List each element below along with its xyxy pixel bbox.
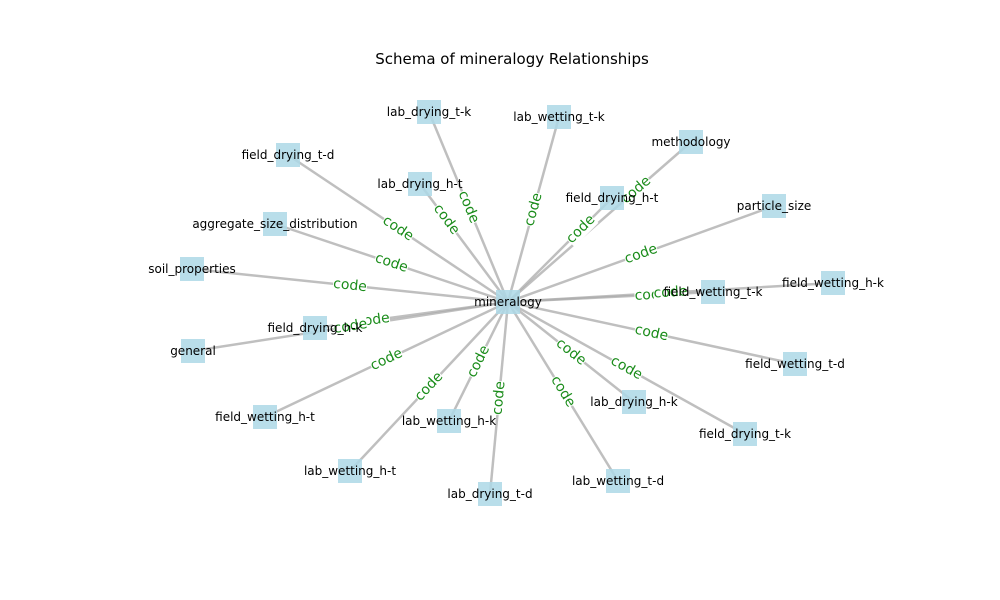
edge-label-background <box>547 372 579 411</box>
node-field_drying_t-k-marker <box>733 422 757 446</box>
node-aggregate_size_distribution-label: aggregate_size_distribution <box>192 217 357 231</box>
node-lab_drying_h-k-label: lab_drying_h-k <box>590 395 677 409</box>
node-general-marker <box>181 339 205 363</box>
edge-label-background <box>429 200 463 238</box>
node-lab_drying_h-t-marker <box>408 172 432 196</box>
edge-label: code <box>608 353 645 383</box>
edge-label: code <box>489 380 508 415</box>
node-lab_wetting_t-k-label: lab_wetting_t-k <box>513 110 605 124</box>
node-lab_wetting_t-d-label: lab_wetting_t-d <box>572 474 664 488</box>
edge-label-background <box>332 315 369 338</box>
edge-label-background <box>332 275 368 296</box>
edge-label: code <box>653 284 688 302</box>
edge-label-background <box>372 250 411 276</box>
node-lab_wetting_t-k-marker <box>547 105 571 129</box>
node-lab_drying_h-t-label: lab_drying_h-t <box>377 177 462 191</box>
node-center-marker <box>496 290 520 314</box>
edge-label-background <box>618 172 655 208</box>
edge-label-background <box>411 368 447 405</box>
edge-label-background <box>463 342 494 381</box>
node-lab_drying_t-d-marker <box>478 482 502 506</box>
node-lab_drying_h-k-marker <box>622 390 646 414</box>
edge-label-background <box>367 344 406 375</box>
node-lab_wetting_h-t-marker <box>338 459 362 483</box>
node-field_wetting_t-d-label: field_wetting_t-d <box>745 357 845 371</box>
nodes-layer: lab_drying_t-k lab_wetting_t-k methodology… <box>148 100 884 506</box>
edge-label: code <box>430 201 463 238</box>
edge-label-background <box>622 240 660 268</box>
edge-label-background <box>454 188 483 226</box>
edge-label: code <box>521 191 545 228</box>
node-field_drying_t-k-label: field_drying_t-k <box>699 427 791 441</box>
node-lab_drying_t-k-marker <box>417 100 441 124</box>
node-center-label: mineralogy <box>474 295 542 309</box>
node-methodology-label: methodology <box>651 135 730 149</box>
edge-label-background <box>489 380 509 416</box>
node-field_drying_t-d-label: field_drying_t-d <box>242 148 335 162</box>
node-particle_size-marker <box>762 194 786 218</box>
edge-label: code <box>333 316 369 337</box>
edge-label: code <box>633 322 669 345</box>
edge-label-background <box>653 283 688 302</box>
node-lab_wetting_h-t-label: lab_wetting_h-t <box>304 464 396 478</box>
edge-label: code <box>553 335 589 369</box>
node-particle_size-label: particle_size <box>737 199 812 213</box>
edge-label-background <box>563 211 599 247</box>
edge-label: code <box>332 276 367 295</box>
edge-label-background <box>521 190 546 229</box>
node-aggregate_size_distribution-marker <box>263 212 287 236</box>
node-field_drying_h-t-marker <box>600 186 624 210</box>
node-lab_drying_t-d-label: lab_drying_t-d <box>447 487 532 501</box>
node-soil_properties-label: soil_properties <box>148 262 236 276</box>
edge-label: code <box>464 343 493 380</box>
node-methodology-marker <box>679 130 703 154</box>
edge-label: code <box>373 250 410 276</box>
node-field_drying_h-k-label: field_drying_h-k <box>268 321 363 335</box>
edge-label-background <box>552 335 590 369</box>
node-field_wetting_t-k-marker <box>701 280 725 304</box>
edge-label: code <box>455 188 483 225</box>
edge-label-background <box>607 352 646 384</box>
edge-methodology <box>507 141 692 303</box>
node-field_wetting_h-t-label: field_wetting_h-t <box>215 410 315 424</box>
edge-field_drying_h-t <box>507 197 613 303</box>
node-lab_wetting_t-d-marker <box>606 469 630 493</box>
node-field_wetting_t-d-marker <box>783 352 807 376</box>
node-field_drying_h-t-label: field_drying_h-t <box>566 191 659 205</box>
node-field_wetting_h-k-label: field_wetting_h-k <box>782 276 884 290</box>
edge-label-background <box>379 212 417 245</box>
diagram-title: Schema of mineralogy Relationships <box>375 50 649 68</box>
node-field_wetting_t-k-label: field_wetting_t-k <box>663 285 762 299</box>
edge-label: code <box>622 241 659 268</box>
node-field_wetting_h-k-marker <box>821 271 845 295</box>
edge-label: code <box>547 373 578 410</box>
node-field_drying_t-d-marker <box>276 143 300 167</box>
node-field_wetting_h-t-marker <box>253 405 277 429</box>
node-lab_drying_t-k-label: lab_drying_t-k <box>387 105 472 119</box>
edge-label: code <box>368 345 405 374</box>
node-lab_wetting_h-k-marker <box>437 409 461 433</box>
node-general-label: general <box>170 344 216 358</box>
node-lab_wetting_h-k-label: lab_wetting_h-k <box>402 414 496 428</box>
edge-label-background <box>633 321 670 345</box>
edge-lab_drying_h-t <box>418 183 510 303</box>
node-soil_properties-marker <box>180 257 204 281</box>
node-field_drying_h-k-marker <box>303 316 327 340</box>
